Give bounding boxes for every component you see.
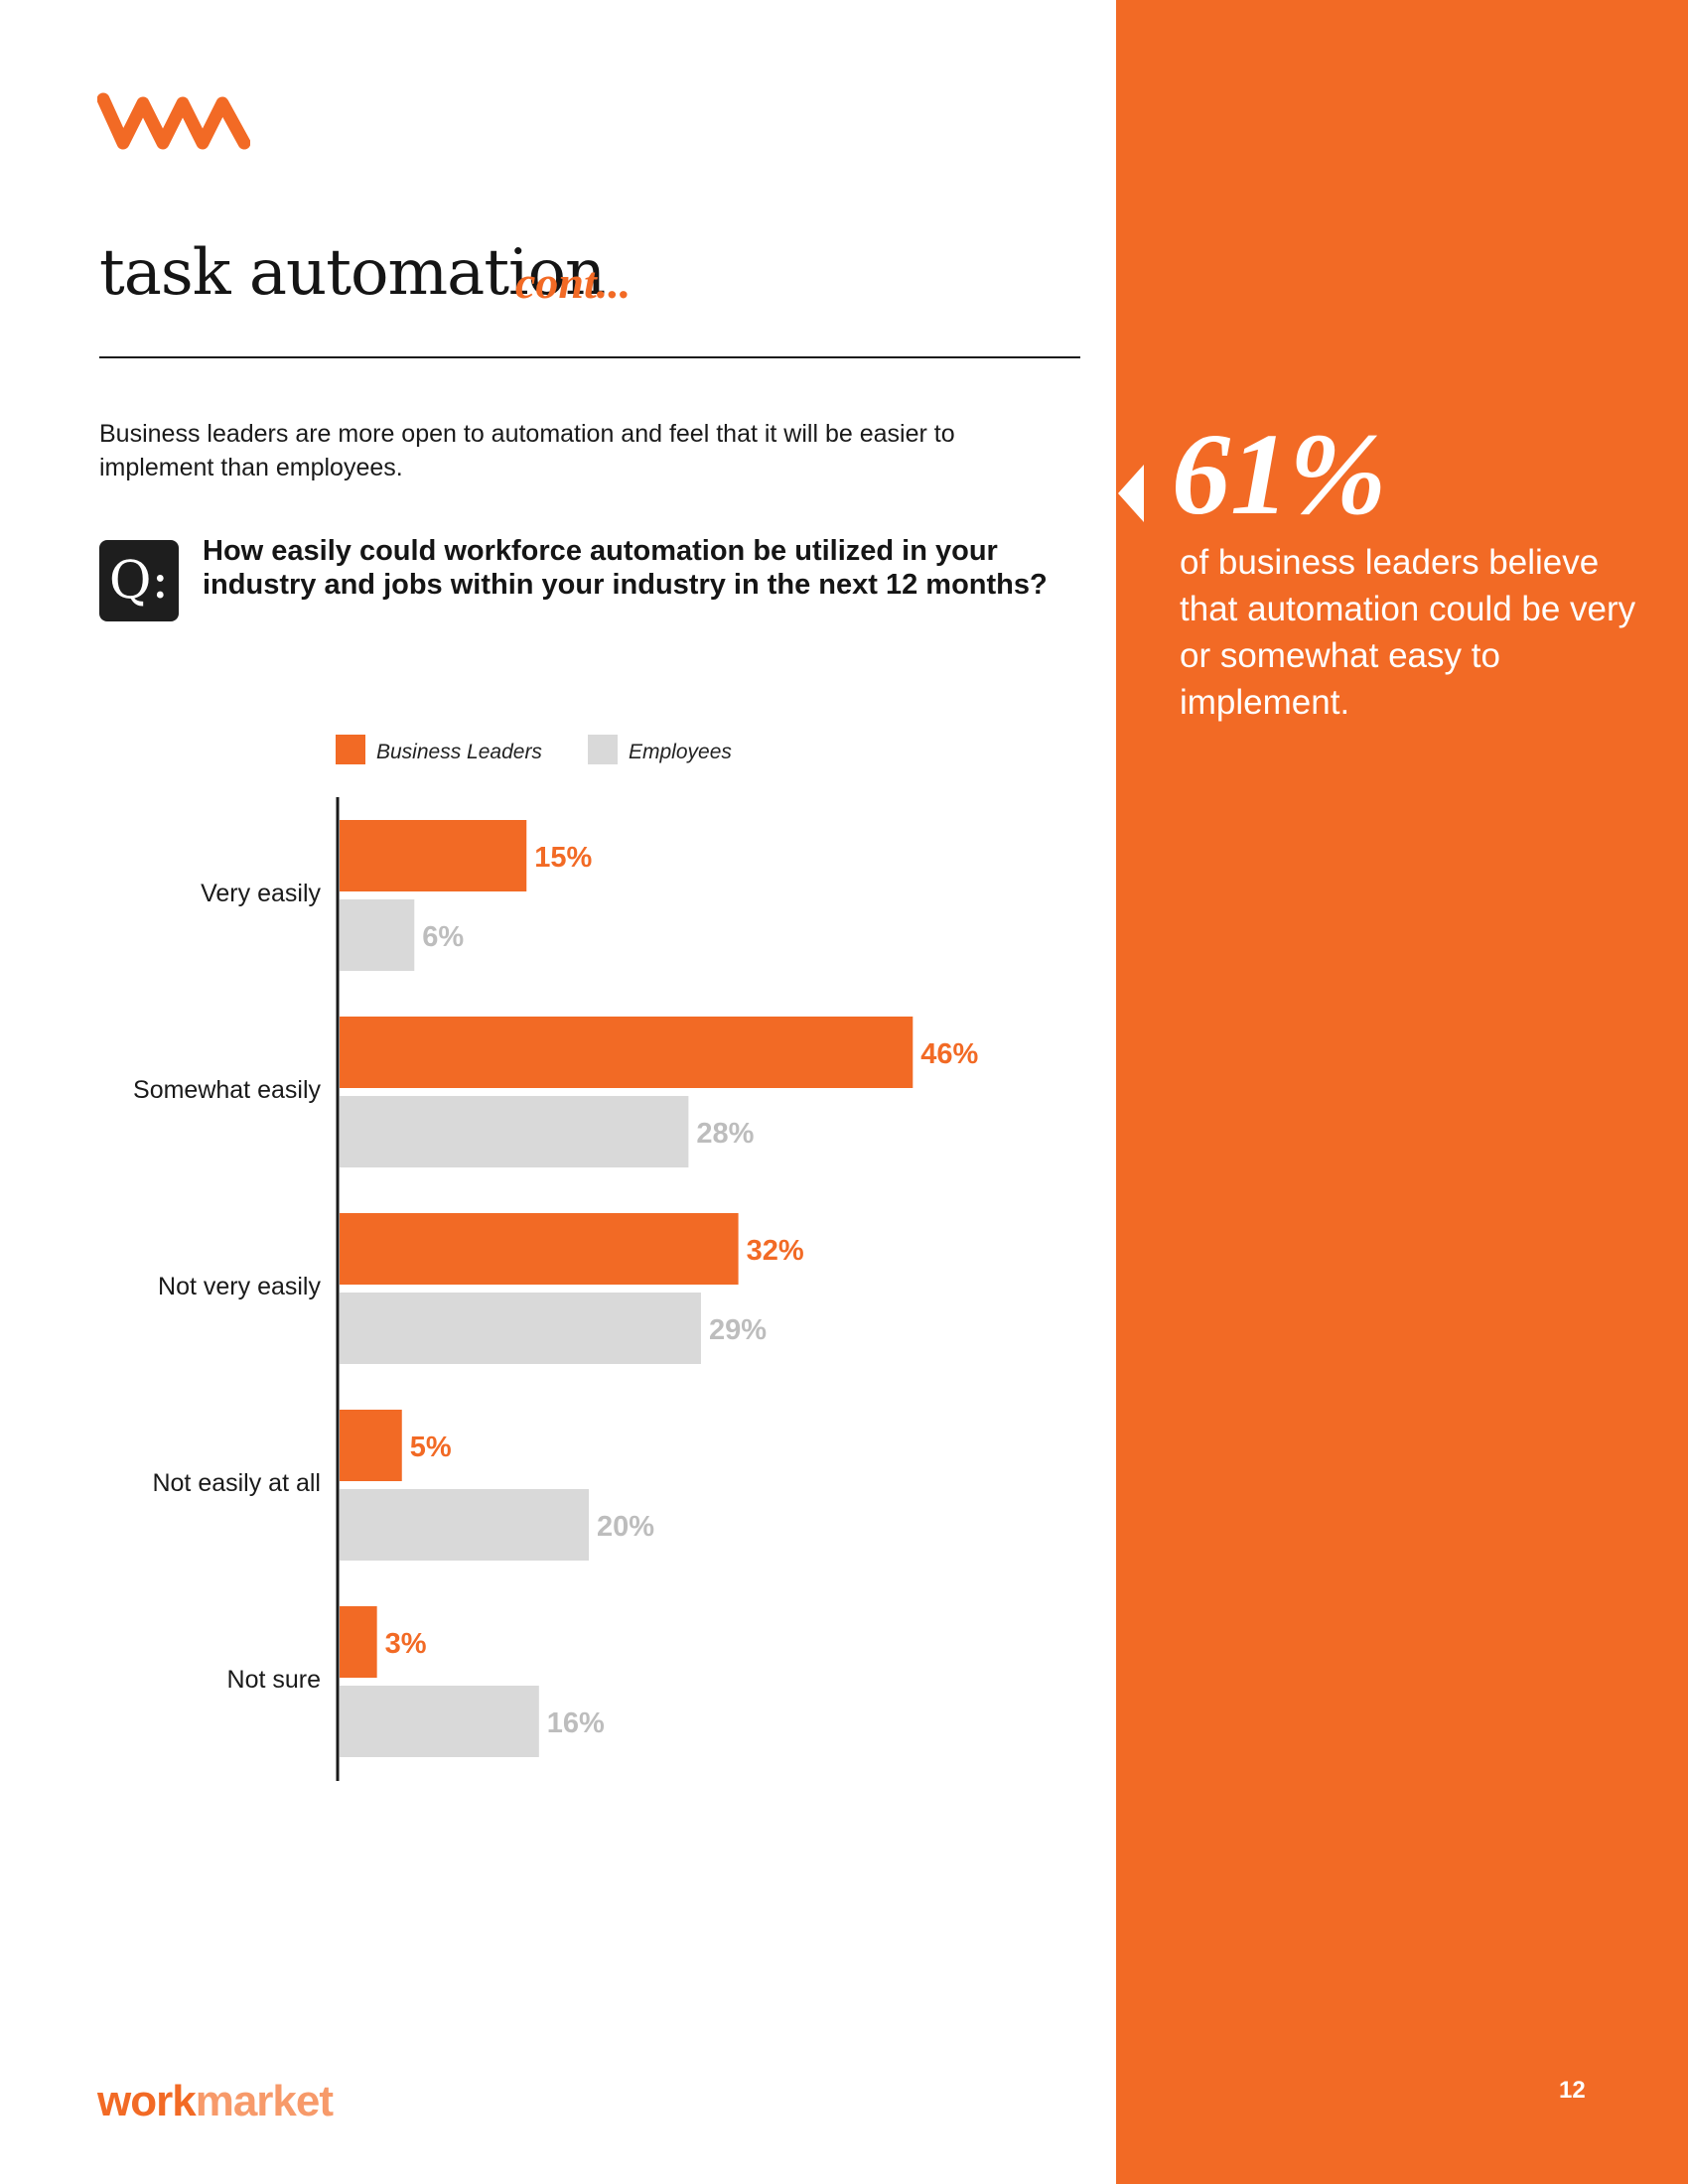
category-label: Not very easily bbox=[158, 1273, 321, 1300]
bar-employees bbox=[340, 1096, 689, 1167]
data-label: 46% bbox=[920, 1038, 978, 1070]
bar-employees bbox=[340, 899, 415, 971]
bar-employees bbox=[340, 1686, 539, 1757]
stat-text: of business leaders believe that automat… bbox=[1180, 543, 1636, 722]
brand-light: market bbox=[195, 2077, 334, 2125]
workmarket-logo: workmarket bbox=[97, 2077, 334, 2126]
data-label: 5% bbox=[410, 1432, 452, 1463]
intro-paragraph: Business leaders are more open to automa… bbox=[99, 420, 955, 481]
bar-business-leaders bbox=[340, 1410, 402, 1481]
wm-logo-icon bbox=[97, 92, 250, 150]
legend-label: Employees bbox=[629, 741, 732, 763]
question-badge: Q: bbox=[99, 540, 179, 621]
category-label: Somewhat easily bbox=[133, 1076, 321, 1104]
bar-employees bbox=[340, 1489, 589, 1561]
page-title: task automation bbox=[99, 236, 606, 310]
category-label: Very easily bbox=[201, 880, 321, 907]
data-label: 28% bbox=[696, 1118, 754, 1150]
bar-business-leaders bbox=[340, 1017, 914, 1088]
data-label: 29% bbox=[709, 1314, 767, 1346]
page-number: 12 bbox=[1559, 2077, 1586, 2104]
data-label: 20% bbox=[597, 1511, 654, 1543]
data-label: 32% bbox=[747, 1235, 804, 1267]
legend-swatch bbox=[336, 735, 365, 764]
bar-business-leaders bbox=[340, 1606, 377, 1678]
sidebar-panel bbox=[1116, 0, 1688, 2184]
data-label: 16% bbox=[547, 1707, 605, 1739]
category-label: Not easily at all bbox=[152, 1469, 321, 1497]
brand-bold: work bbox=[97, 2077, 197, 2125]
question-text: How easily could workforce automation be… bbox=[203, 535, 1048, 601]
page-title-suffix: cont... bbox=[515, 257, 632, 308]
legend-label: Business Leaders bbox=[376, 741, 542, 763]
stat-number: 61% bbox=[1172, 409, 1387, 539]
data-label: 15% bbox=[534, 842, 592, 874]
data-label: 3% bbox=[385, 1628, 427, 1660]
legend-swatch bbox=[588, 735, 618, 764]
bar-business-leaders bbox=[340, 1213, 739, 1285]
title-divider bbox=[99, 356, 1080, 358]
bar-employees bbox=[340, 1293, 701, 1364]
bar-chart: Business Leaders Employees Very easily 15% 6… bbox=[133, 735, 979, 1781]
bar-business-leaders bbox=[340, 820, 527, 891]
data-label: 6% bbox=[422, 921, 464, 953]
left-triangle-icon bbox=[1118, 465, 1144, 522]
category-label: Not sure bbox=[227, 1666, 321, 1694]
